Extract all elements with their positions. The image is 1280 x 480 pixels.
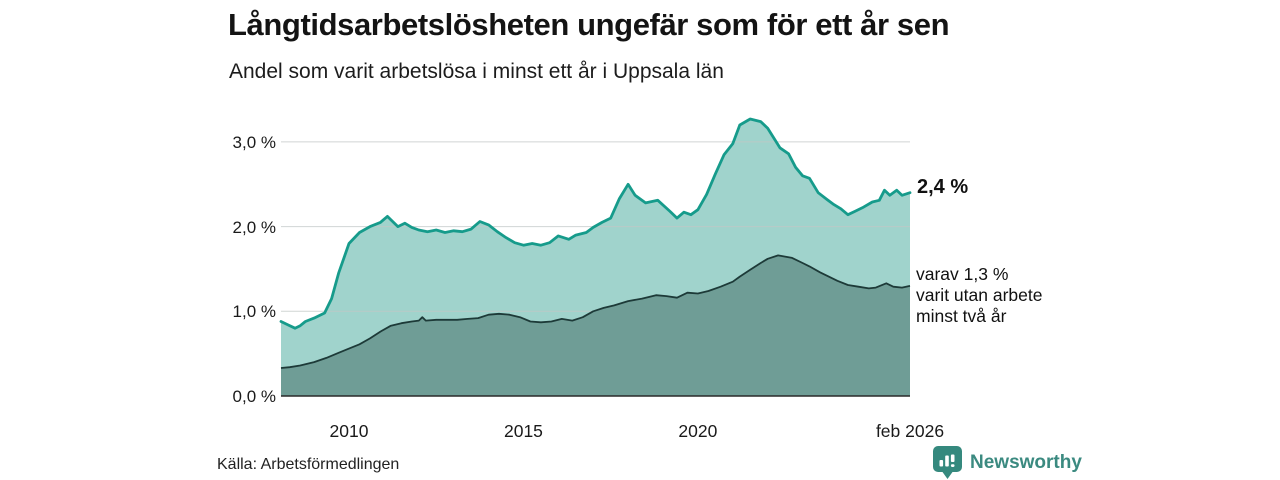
two-year-end-label: varav 1,3 % varit utan arbete minst två … xyxy=(916,264,1043,326)
series-total-line xyxy=(279,117,912,330)
y-tick-label: 0,0 % xyxy=(232,387,276,406)
brand-logo: Newsworthy xyxy=(933,446,1082,479)
source-note: Källa: Arbetsförmedlingen xyxy=(217,456,400,473)
y-tick-label: 2,0 % xyxy=(232,217,276,237)
x-tick-label: 2020 xyxy=(678,421,718,441)
y-tick-label: 1,0 % xyxy=(232,302,276,322)
series-two-year-area xyxy=(281,255,910,396)
x-tick-label: feb 2026 xyxy=(875,421,945,441)
y-tick-label: 3,0 % xyxy=(232,132,276,152)
page-title: Långtidsarbetslösheten ungefär som för e… xyxy=(228,7,950,42)
series-two-year-line xyxy=(280,254,911,369)
page-subtitle: Andel som varit arbetslösa i minst ett å… xyxy=(229,60,724,83)
x-tick-label: 2010 xyxy=(329,421,369,441)
brand-name: Newsworthy xyxy=(970,451,1082,473)
x-tick-label: 2015 xyxy=(503,421,543,441)
total-end-label: 2,4 % xyxy=(917,176,969,198)
newsworthy-icon xyxy=(933,446,962,479)
